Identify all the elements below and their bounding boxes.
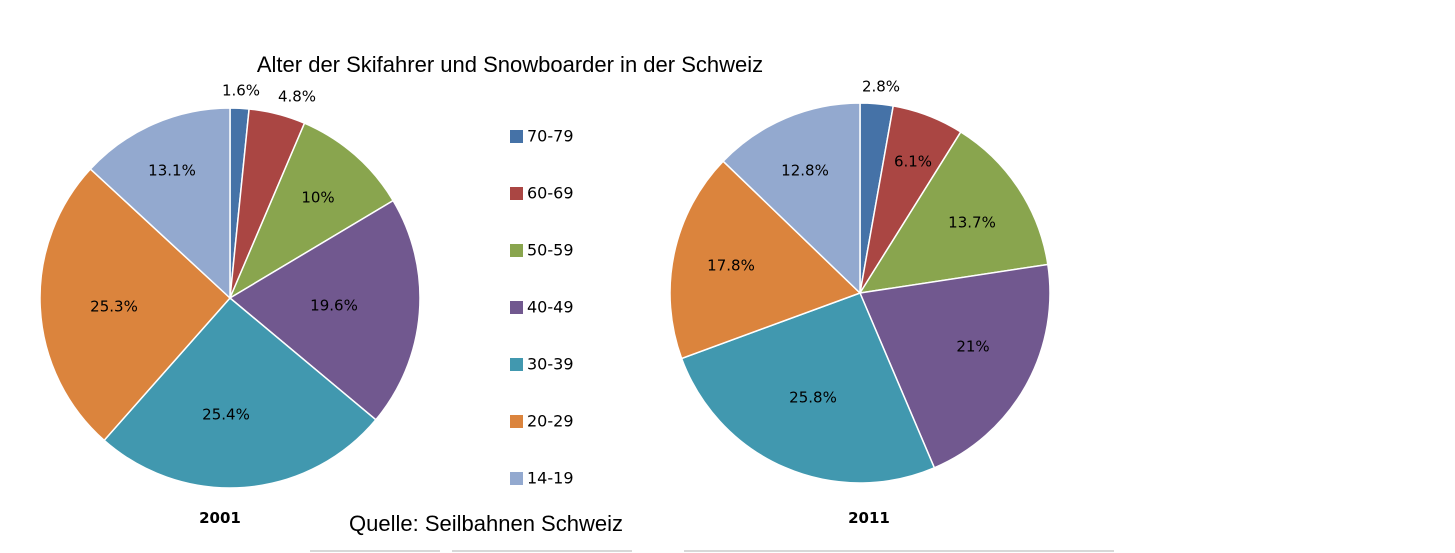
pie-slice-2011-14-19 <box>722 102 861 295</box>
legend-swatch-50-59 <box>510 244 523 257</box>
data-label-2011-40-49: 21% <box>956 338 989 356</box>
legend-label-40-49: 40-49 <box>527 298 574 317</box>
pie-2001-year-label: 2001 <box>199 509 241 527</box>
data-label-2011-30-39: 25.8% <box>789 389 837 407</box>
data-label-2001-40-49: 19.6% <box>310 297 358 315</box>
data-label-2011-50-59: 13.7% <box>948 214 996 232</box>
pie-2001: 1.6% 4.8% 10% 19.6% 25.4% 25.3% 13.1% <box>39 82 421 489</box>
pie-slice-2001-40-49 <box>228 199 421 421</box>
legend-label-20-29: 20-29 <box>527 412 574 431</box>
source-note: Quelle: Seilbahnen Schweiz <box>349 511 623 536</box>
legend-label-60-69: 60-69 <box>527 184 574 203</box>
data-label-2011-70-79: 2.8% <box>862 78 900 96</box>
pie-slice-2001-20-29 <box>39 167 232 442</box>
data-label-2001-20-29: 25.3% <box>90 298 138 316</box>
data-label-2011-20-29: 17.8% <box>707 257 755 275</box>
legend: 70-79 60-69 50-59 40-49 30-39 20-29 14-19 <box>510 127 574 488</box>
pie-slice-2011-40-49 <box>858 263 1051 469</box>
legend-swatch-70-79 <box>510 130 523 143</box>
legend-swatch-60-69 <box>510 187 523 200</box>
legend-swatch-40-49 <box>510 301 523 314</box>
data-label-2001-70-79: 1.6% <box>222 82 260 100</box>
chart-title: Alter der Skifahrer und Snowboarder in d… <box>257 52 763 77</box>
pie-slice-2001-50-59 <box>228 122 395 300</box>
pie-slice-2011-50-59 <box>858 130 1049 294</box>
pie-2011-year-label: 2011 <box>848 509 890 527</box>
data-label-2001-50-59: 10% <box>301 189 334 207</box>
data-label-2001-30-39: 25.4% <box>202 406 250 424</box>
legend-label-30-39: 30-39 <box>527 355 574 374</box>
legend-swatch-30-39 <box>510 358 523 371</box>
legend-swatch-14-19 <box>510 472 523 485</box>
data-label-2001-60-69: 4.8% <box>278 88 316 106</box>
data-label-2011-14-19: 12.8% <box>781 162 829 180</box>
data-label-2011-60-69: 6.1% <box>894 153 932 171</box>
legend-label-14-19: 14-19 <box>527 469 574 488</box>
data-label-2001-14-19: 13.1% <box>148 162 196 180</box>
pie-slice-2011-20-29 <box>669 160 862 360</box>
pie-slice-2001-14-19 <box>89 107 231 300</box>
legend-label-50-59: 50-59 <box>527 241 574 260</box>
legend-swatch-20-29 <box>510 415 523 428</box>
pie-2011: 2.8% 6.1% 13.7% 21% 25.8% 17.8% 12.8% <box>669 78 1051 484</box>
pie-slice-2011-30-39 <box>680 292 936 484</box>
pie-slice-2001-30-39 <box>103 296 377 489</box>
legend-label-70-79: 70-79 <box>527 127 574 146</box>
